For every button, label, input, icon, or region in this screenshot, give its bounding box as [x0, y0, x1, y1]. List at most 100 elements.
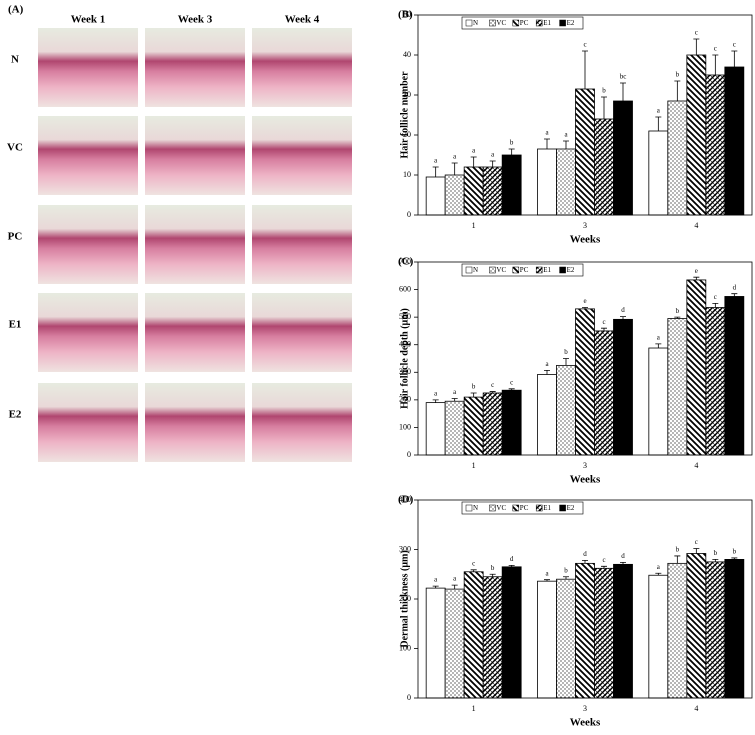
error-bar — [470, 569, 477, 572]
significance-letter: c — [602, 556, 605, 564]
error-bar — [489, 160, 496, 167]
legend-swatch — [489, 504, 496, 512]
error-bar — [601, 96, 607, 119]
significance-letter: d — [621, 552, 625, 560]
legend-swatch — [512, 504, 520, 512]
panel-label: (B) — [398, 9, 413, 21]
error-bar — [451, 398, 458, 402]
x-tick-label: 1 — [472, 704, 476, 713]
histology-image — [145, 205, 245, 284]
bar — [463, 396, 484, 456]
x-tick-label: 3 — [583, 461, 587, 470]
significance-letter: b — [564, 348, 568, 356]
plot-frame — [417, 261, 753, 456]
histology-image — [145, 116, 245, 195]
legend-swatch — [559, 266, 566, 274]
significance-letter: c — [714, 45, 717, 53]
y-tick-label: 0 — [407, 693, 411, 702]
error-bar — [508, 388, 515, 391]
error-bar — [655, 116, 662, 131]
histology-image — [252, 293, 352, 372]
error-bar — [693, 276, 700, 280]
y-tick-label: 40 — [403, 50, 411, 59]
histology-image — [38, 205, 138, 284]
histology-image — [38, 293, 138, 372]
y-tick-label: 700 — [399, 257, 411, 266]
histology-image — [252, 28, 352, 107]
bar — [686, 54, 707, 216]
significance-letter: e — [583, 297, 586, 305]
bar — [556, 578, 576, 699]
significance-letter: d — [621, 306, 625, 314]
error-bar — [432, 166, 439, 177]
legend-swatch — [559, 504, 566, 512]
row-label: VC — [7, 142, 23, 154]
histology-image — [145, 383, 245, 462]
bar — [667, 562, 688, 699]
row-label: PC — [8, 231, 23, 243]
error-bar — [731, 557, 738, 560]
significance-letter: a — [545, 360, 549, 368]
bar — [575, 562, 595, 699]
significance-letter: c — [472, 559, 475, 567]
panel-label: (A) — [8, 4, 24, 16]
x-tick-label: 4 — [694, 704, 698, 713]
significance-letter: c — [491, 381, 494, 389]
x-axis-label: Weeks — [570, 234, 601, 246]
bar — [724, 559, 745, 699]
plot-frame — [417, 14, 753, 216]
significance-letter: b — [564, 566, 568, 574]
row-label: E2 — [9, 409, 22, 421]
legend-label: N — [473, 504, 478, 512]
bar — [501, 154, 522, 216]
significance-letter: b — [676, 546, 680, 554]
legend-label: N — [473, 266, 478, 274]
error-bar — [563, 358, 569, 366]
significance-letter: d — [733, 283, 737, 291]
bar — [537, 374, 557, 456]
error-bar — [674, 555, 681, 564]
significance-letter: a — [564, 131, 568, 139]
histology-image — [252, 383, 352, 462]
error-bar — [620, 316, 626, 320]
significance-letter: a — [657, 333, 661, 341]
y-axis-label: Hair follicle depth (μm) — [399, 308, 410, 409]
y-tick-label: 30 — [403, 90, 411, 99]
bar — [482, 576, 503, 699]
error-bar — [601, 327, 607, 331]
bar — [613, 100, 633, 216]
legend-swatch — [465, 266, 473, 274]
significance-letter: a — [491, 151, 495, 159]
bar — [667, 100, 688, 216]
significance-letter: b — [733, 548, 737, 556]
error-bar — [674, 80, 681, 101]
bar — [537, 580, 557, 699]
panel-label: (D) — [398, 494, 414, 506]
y-tick-label: 0 — [407, 450, 411, 459]
y-tick-label: 200 — [399, 594, 411, 603]
bar — [724, 66, 745, 216]
histology-image — [145, 293, 245, 372]
bar — [686, 279, 707, 456]
y-tick-label: 20 — [403, 130, 411, 139]
histology-image — [38, 383, 138, 462]
error-bar — [674, 316, 681, 319]
significance-letter: c — [583, 41, 586, 49]
column-header: Week 1 — [71, 14, 106, 26]
significance-letter: b — [676, 71, 680, 79]
significance-letter: b — [602, 87, 606, 95]
error-bar — [693, 548, 700, 554]
error-bar — [712, 54, 719, 75]
error-bar — [451, 584, 458, 590]
x-axis-label: Weeks — [570, 474, 601, 486]
bar — [705, 74, 726, 216]
bar — [482, 392, 503, 456]
error-bar — [432, 585, 439, 589]
bar — [425, 587, 446, 699]
legend-label: N — [473, 19, 478, 27]
bar — [444, 400, 465, 456]
significance-letter: b — [714, 549, 718, 557]
bar — [705, 561, 726, 699]
significance-letter: a — [657, 107, 661, 115]
